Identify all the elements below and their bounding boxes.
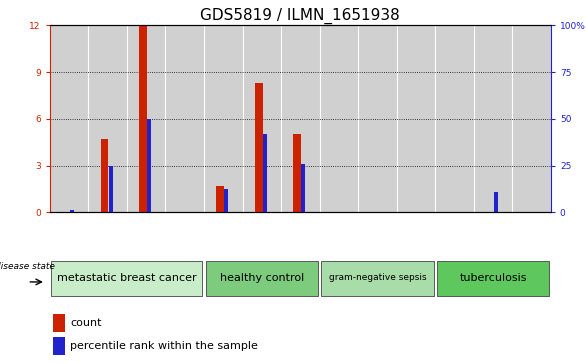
Bar: [147, 119, 151, 212]
Text: count: count: [70, 318, 102, 328]
FancyBboxPatch shape: [437, 261, 549, 296]
FancyBboxPatch shape: [206, 261, 318, 296]
Bar: [294, 134, 301, 212]
Bar: [53, 314, 65, 332]
Bar: [397, 25, 435, 212]
Bar: [204, 25, 243, 212]
Bar: [473, 25, 512, 212]
Bar: [435, 25, 473, 212]
Text: gram-negative sepsis: gram-negative sepsis: [329, 273, 426, 282]
Bar: [255, 83, 263, 212]
Text: metastatic breast cancer: metastatic breast cancer: [57, 273, 197, 283]
Bar: [494, 192, 498, 212]
Bar: [70, 211, 74, 212]
Bar: [50, 25, 88, 212]
Bar: [88, 25, 127, 212]
Bar: [319, 25, 358, 212]
FancyBboxPatch shape: [321, 261, 434, 296]
Text: tuberculosis: tuberculosis: [459, 273, 527, 283]
Bar: [127, 25, 165, 212]
Bar: [109, 166, 113, 212]
Bar: [165, 25, 204, 212]
Title: GDS5819 / ILMN_1651938: GDS5819 / ILMN_1651938: [200, 8, 400, 24]
Bar: [358, 25, 397, 212]
Text: healthy control: healthy control: [220, 273, 304, 283]
Bar: [53, 337, 65, 355]
Bar: [301, 164, 305, 212]
Bar: [281, 25, 319, 212]
Bar: [216, 186, 224, 212]
FancyBboxPatch shape: [52, 261, 202, 296]
Text: disease state: disease state: [0, 262, 55, 272]
Bar: [224, 189, 229, 212]
Bar: [139, 25, 147, 212]
Bar: [263, 134, 267, 212]
Bar: [101, 139, 108, 212]
Text: percentile rank within the sample: percentile rank within the sample: [70, 341, 258, 351]
Bar: [512, 25, 551, 212]
Bar: [243, 25, 281, 212]
